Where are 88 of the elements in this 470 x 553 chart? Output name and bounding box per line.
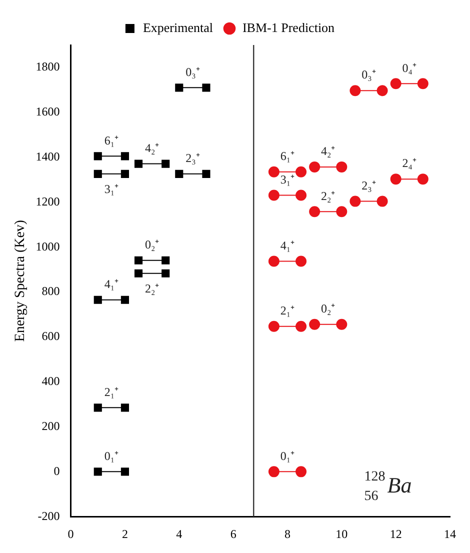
point	[336, 318, 348, 330]
annotation: 4₁⁺	[104, 277, 119, 292]
annotation: 0₃⁺	[362, 68, 376, 82]
point	[376, 85, 388, 96]
annotation: 2₃⁺	[186, 151, 200, 166]
x-tick-label: 0	[68, 526, 74, 541]
y-axis-title: Energy Spectra (Kev)	[13, 220, 28, 342]
point	[162, 160, 170, 168]
annotation: 4₂⁺	[144, 140, 160, 155]
y-tick-label: 1400	[36, 149, 60, 164]
x-tick-label: 10	[336, 526, 348, 541]
annotation: 4₁⁺	[280, 238, 295, 252]
point	[390, 174, 402, 185]
point	[268, 166, 280, 178]
point	[94, 152, 102, 160]
y-tick-label: 800	[42, 284, 60, 298]
point	[268, 190, 280, 201]
point	[162, 256, 170, 264]
y-tick-label: 200	[42, 418, 60, 433]
y-tick-label: 1200	[36, 194, 60, 208]
point	[296, 190, 307, 201]
point	[268, 320, 280, 332]
annotation: 0₂⁺	[321, 302, 336, 316]
point	[94, 468, 102, 476]
x-tick-label: 2	[122, 526, 128, 541]
point	[202, 170, 210, 178]
point	[417, 174, 428, 185]
annotation: 0₄⁺	[402, 60, 416, 75]
point	[309, 318, 320, 330]
legend-label: IBM-1 Prediction	[242, 20, 336, 35]
point	[296, 256, 307, 267]
point	[296, 166, 307, 178]
point	[390, 78, 402, 90]
annotation: 0₃⁺	[186, 64, 200, 79]
point	[417, 78, 428, 90]
point	[175, 170, 184, 178]
point	[120, 170, 130, 178]
annotation: 0₂⁺	[144, 238, 160, 252]
point	[134, 160, 143, 168]
x-tick-label: 12	[390, 526, 402, 541]
point	[336, 161, 348, 172]
annotation: 0₁⁺	[104, 448, 119, 463]
point	[94, 296, 102, 304]
point	[309, 161, 320, 172]
point	[296, 320, 307, 332]
annotation: 6₁⁺	[104, 133, 119, 148]
point	[202, 84, 210, 92]
point	[120, 296, 130, 304]
y-tick-label: 1600	[36, 104, 60, 119]
annotation: 0₁⁺	[280, 448, 295, 463]
point	[134, 269, 143, 278]
annotation: 4₂⁺	[321, 144, 336, 158]
point	[134, 256, 143, 264]
point	[268, 466, 280, 478]
annotation: 3₁⁺	[104, 182, 119, 196]
point	[336, 206, 348, 218]
x-tick-label: 8	[284, 526, 290, 541]
point	[94, 404, 102, 412]
x-tick-label: 14	[444, 526, 456, 541]
y-tick-label: 0	[54, 464, 60, 478]
point	[162, 269, 170, 278]
y-tick-label: 1000	[36, 239, 60, 254]
annotation: 2₂⁺	[144, 282, 160, 296]
annotation: 2₁⁺	[104, 384, 119, 399]
annotation: 2₂⁺	[321, 188, 336, 203]
point	[94, 170, 102, 178]
y-tick-label: -200	[38, 508, 60, 523]
y-tick-label: 1800	[36, 60, 60, 74]
point	[350, 196, 361, 207]
x-tick-label: 4	[176, 526, 182, 541]
legend-label: Experimental	[142, 20, 214, 35]
x-tick-label: 6	[230, 526, 236, 541]
point	[350, 85, 361, 96]
annotation: 2₃⁺	[362, 178, 376, 192]
point	[120, 468, 130, 476]
point	[376, 196, 388, 207]
y-tick-label: 600	[42, 329, 60, 344]
point	[296, 466, 307, 478]
annotation: 6₁⁺	[280, 149, 295, 164]
point	[175, 84, 184, 92]
annotation: 3₁⁺	[280, 172, 295, 186]
y-tick-label: 400	[42, 374, 60, 388]
point	[268, 256, 280, 267]
point	[120, 152, 130, 160]
point	[120, 404, 130, 412]
point	[309, 206, 320, 218]
annotation: 2₁⁺	[280, 304, 295, 318]
annotation: 2₄⁺	[402, 156, 416, 170]
